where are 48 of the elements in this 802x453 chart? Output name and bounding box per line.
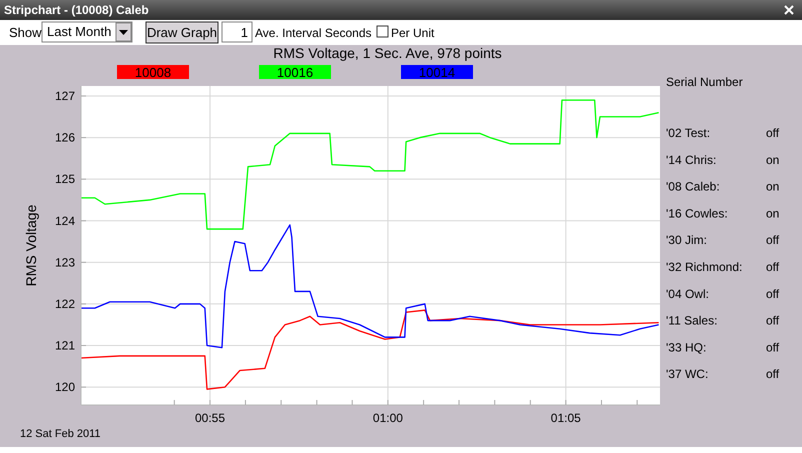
text: '11 Sales: [666, 314, 718, 328]
text: off [766, 233, 780, 248]
x-tick-label: 01:05 [550, 411, 582, 425]
text: '37 WC: [666, 367, 708, 382]
chart-title: RMS Voltage, 1 Sec. Ave, 978 points [273, 45, 502, 61]
y-tick-label: 123 [54, 255, 76, 270]
text: off [766, 260, 780, 274]
text: '02 Test: [666, 126, 710, 140]
text: off [766, 340, 780, 354]
text: off [766, 286, 780, 301]
text: '16 Cowles: [666, 206, 728, 220]
text: on [766, 152, 780, 167]
text: Stripchart - (10008) Caleb [4, 3, 149, 17]
y-tick-label: 124 [54, 214, 76, 228]
text: '30 Jim: [666, 233, 707, 248]
text: '04 Owl: [666, 286, 709, 301]
text: off [766, 367, 780, 382]
text: Per Unit [391, 26, 436, 40]
line-series [80, 99, 660, 230]
text: off [766, 126, 780, 140]
text: Last Month [47, 24, 112, 39]
text: 10016 [276, 65, 314, 80]
y-tick-label: 122 [54, 296, 76, 311]
text: 10008 [134, 65, 172, 80]
y-axis-title: RMS Voltage [23, 204, 39, 286]
text: '33 HQ: [666, 340, 706, 354]
text: Ave. Interval Seconds [255, 26, 372, 40]
text: Show [9, 25, 42, 40]
text: '08 Caleb: [666, 180, 720, 194]
text: 12 Sat Feb 2011 [20, 428, 101, 440]
y-tick-label: 121 [54, 338, 76, 353]
line-series [80, 310, 660, 390]
text: 1 [240, 25, 248, 40]
x-tick-label: 01:00 [372, 411, 404, 425]
line-series [80, 224, 660, 348]
text: off [766, 314, 780, 328]
text: 10014 [418, 65, 456, 80]
text: Serial Number [666, 75, 743, 89]
y-tick-label: 127 [54, 88, 76, 103]
y-tick-label: 126 [54, 130, 76, 145]
text: '32 Richmond: [666, 260, 742, 274]
text: Draw Graph [146, 25, 218, 40]
text: on [766, 206, 780, 220]
x-tick-label: 00:55 [194, 411, 226, 425]
y-tick-label: 125 [54, 172, 76, 186]
text: '14 Chris: [666, 152, 716, 167]
y-tick-label: 120 [54, 380, 76, 394]
text: on [766, 180, 780, 194]
